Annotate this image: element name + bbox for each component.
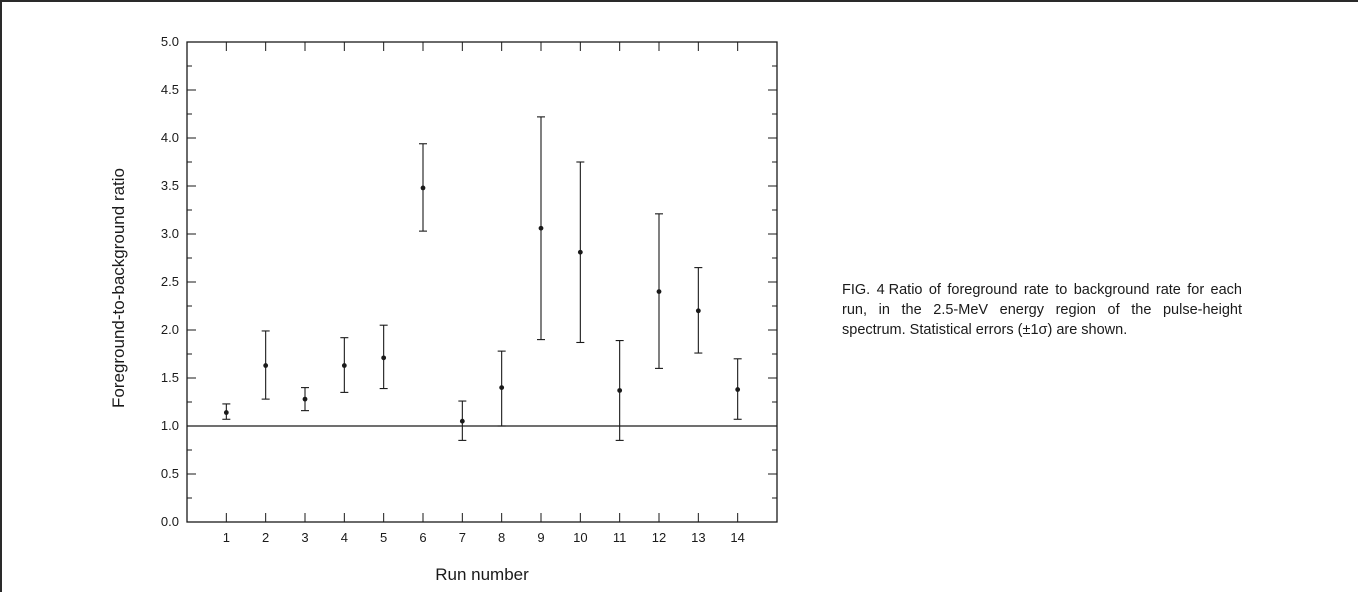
data-point	[617, 388, 623, 393]
y-axis-title: Foreground-to-background ratio	[109, 168, 128, 408]
data-point	[499, 385, 505, 390]
x-tick-label: 9	[537, 530, 544, 545]
x-tick-label: 7	[459, 530, 466, 545]
data-point	[538, 225, 544, 231]
axis-ticks	[186, 41, 778, 523]
data-point	[656, 289, 662, 294]
data-points	[223, 185, 741, 424]
data-point	[420, 185, 426, 191]
x-tick-label: 13	[691, 530, 705, 545]
x-tick-label: 5	[380, 530, 387, 545]
x-tick-label: 1	[223, 530, 230, 545]
y-tick-label: 2.0	[161, 322, 179, 337]
y-tick-label: 4.5	[161, 82, 179, 97]
data-point	[577, 249, 583, 255]
x-tick-label: 12	[652, 530, 666, 545]
data-point	[223, 410, 229, 415]
y-tick-label: 4.0	[161, 130, 179, 145]
y-tick-labels: 0.0 0.5 1.0 1.5 2.0 2.5 3.0 3.5 4.0 4.5 5.0	[161, 34, 179, 529]
y-tick-label: 1.0	[161, 418, 179, 433]
y-tick-label: 1.5	[161, 370, 179, 385]
y-tick-label: 0.5	[161, 466, 179, 481]
data-point	[302, 396, 308, 402]
x-tick-label: 4	[341, 530, 348, 545]
plot-area	[186, 41, 778, 523]
x-tick-label: 10	[573, 530, 587, 545]
data-point	[263, 363, 269, 368]
data-point	[735, 387, 741, 392]
y-tick-label: 5.0	[161, 34, 179, 49]
error-bars	[222, 116, 742, 441]
y-tick-label: 3.5	[161, 178, 179, 193]
x-tick-label: 3	[301, 530, 308, 545]
y-tick-label: 3.0	[161, 226, 179, 241]
x-tick-label: 2	[262, 530, 269, 545]
data-point	[381, 355, 387, 361]
x-tick-label: 11	[613, 530, 627, 545]
x-tick-label: 8	[498, 530, 505, 545]
y-tick-label: 2.5	[161, 274, 179, 289]
caption-text: Ratio of foreground rate to background r…	[842, 282, 1242, 338]
x-axis-title: Run number	[435, 565, 529, 584]
x-tick-label: 6	[419, 530, 426, 545]
figure-caption: FIG. 4 Ratio of foreground rate to backgr…	[842, 280, 1242, 340]
data-point	[341, 363, 347, 368]
data-point	[459, 418, 465, 424]
x-tick-label: 14	[730, 530, 744, 545]
data-point	[695, 308, 701, 314]
x-tick-labels: 1 2 3 4 5 6 7 8 9 10 11 12 13 14	[223, 530, 745, 545]
caption-label: FIG. 4	[842, 282, 885, 298]
y-tick-label: 0.0	[161, 514, 179, 529]
